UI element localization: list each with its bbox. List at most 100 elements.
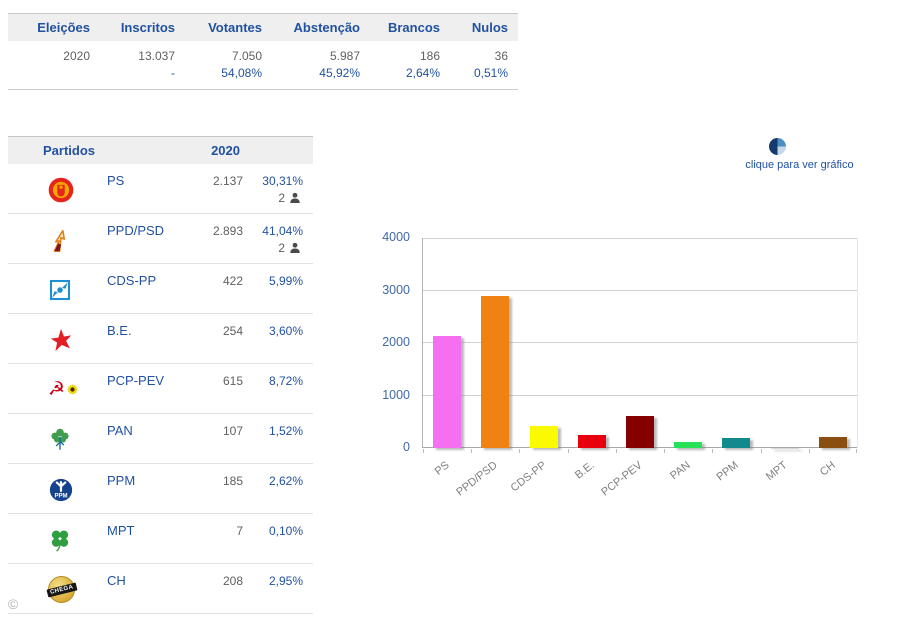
election-summary-table: Eleições Inscritos Votantes Abstenção Branco… [8, 13, 518, 90]
party-votes: 422 [222, 274, 243, 288]
x-axis-tick [519, 449, 521, 453]
party-row: PAN 107 1,52% [8, 414, 313, 464]
year-header: 2020 [211, 143, 240, 158]
party-percent: 3,60% [268, 324, 303, 338]
party-row: PS 2.137 30,31% 2 [8, 164, 313, 214]
x-axis-tick [567, 449, 569, 453]
summary-percent-cell: 2,64% [405, 66, 440, 80]
party-logo [8, 214, 78, 263]
summary-header-row: Eleições Inscritos Votantes Abstenção Branco… [8, 14, 518, 41]
y-tick-label: 1000 [382, 387, 410, 402]
x-axis-tick [760, 449, 762, 453]
party-results-table: Partidos 2020 PS 2.137 30,31% 2 PPD/PSD … [8, 136, 313, 614]
party-votes: 107 [222, 424, 243, 438]
party-logo [8, 514, 78, 563]
x-axis-tick [664, 449, 666, 453]
summary-value-cell: 5.987 [329, 49, 360, 63]
party-percent: 30,31% [262, 174, 303, 188]
party-name: B.E. [107, 323, 132, 338]
y-tick-label: 4000 [382, 230, 410, 244]
x-axis-tick [808, 449, 810, 453]
view-chart-label[interactable]: clique para ver gráfico [745, 159, 854, 171]
bar-PPD/PSD [481, 296, 510, 448]
party-mandates: 2 [278, 191, 301, 205]
party-votes: 615 [222, 374, 243, 388]
party-name: CDS-PP [107, 273, 157, 288]
x-tick-label: PAN [668, 459, 693, 483]
copyright-symbol: © [8, 596, 19, 612]
y-tick-label: 3000 [382, 282, 410, 297]
bar-CDS-PP [529, 425, 558, 448]
summary-percent-cell [8, 63, 90, 89]
svg-text:PPM: PPM [54, 493, 67, 499]
party-logo: ☭ [8, 364, 78, 413]
summary-value-cell: 2020 [63, 49, 90, 63]
party-percent: 5,99% [268, 274, 303, 288]
party-name: PCP-PEV [107, 373, 165, 388]
x-tick-label: CH [817, 459, 838, 479]
x-tick-label: MPT [763, 459, 790, 484]
party-row: CDS-PP 422 5,99% [8, 264, 313, 314]
gridline [423, 342, 857, 343]
chart-x-axis-labels: PS PPD/PSD CDS-PP B.E. PCP-PEV PAN PPM MPT CH [422, 448, 856, 498]
x-axis-tick [471, 449, 473, 453]
summary-value-cell: 13.037 [138, 49, 175, 63]
mandate-count: 2 [278, 191, 285, 205]
view-chart-link[interactable]: clique para ver gráfico [727, 138, 872, 171]
party-name: PS [107, 173, 125, 188]
bar-PPM [722, 438, 751, 448]
person-icon [290, 242, 300, 253]
mandate-count: 2 [278, 241, 285, 255]
party-name: PAN [107, 423, 133, 438]
gridline [423, 394, 857, 396]
party-votes: 7 [236, 524, 243, 538]
psd-logo [53, 229, 66, 252]
pie-chart-icon[interactable] [769, 138, 786, 155]
summary-value-cell: 186 [419, 49, 440, 63]
x-axis-tick [615, 449, 617, 453]
summary-header-cell: Votantes [208, 20, 262, 35]
party-percent: 2,95% [268, 574, 303, 588]
ppm-logo: PPM [49, 478, 73, 501]
party-name: CH [107, 573, 126, 588]
x-axis-tick [423, 449, 424, 453]
summary-values-row: 2020 13.037 7.050 5.987 186 36 [8, 41, 518, 63]
gridline [423, 289, 857, 291]
x-axis-tick [712, 449, 714, 453]
summary-header-cell: Eleições [37, 20, 90, 35]
chart-plot [422, 238, 858, 453]
summary-header-cell: Brancos [387, 20, 440, 35]
party-logo: PPM [8, 464, 78, 513]
party-mandates: 2 [278, 241, 301, 255]
party-logo [8, 264, 78, 313]
party-rows-container: PS 2.137 30,31% 2 PPD/PSD 2.893 41,04% 2… [8, 164, 313, 614]
summary-header-cell: Nulos [471, 20, 508, 35]
party-row: CHEGA CH 208 2,95% [8, 564, 313, 614]
x-tick-label: PPD/PSD [454, 459, 501, 499]
party-logo: CHEGA [8, 564, 78, 613]
party-row: PPD/PSD 2.893 41,04% 2 [8, 214, 313, 264]
mpt-logo [51, 530, 69, 552]
party-percent: 2,62% [268, 474, 303, 488]
party-votes: 2.893 [212, 224, 243, 238]
summary-percent-cell: 45,92% [319, 66, 360, 80]
bar-PAN [674, 442, 703, 448]
party-percent: 0,10% [268, 524, 303, 538]
party-votes: 2.137 [212, 174, 243, 188]
chart-y-axis-labels: 0 1000 2000 3000 4000 [370, 230, 410, 454]
x-axis-tick [856, 449, 857, 453]
party-name: MPT [107, 523, 135, 538]
x-tick-label: CDS-PP [508, 459, 549, 495]
summary-value-cell: 36 [494, 49, 508, 63]
party-votes: 254 [222, 324, 243, 338]
summary-header-cell: Inscritos [120, 20, 175, 35]
bar-PS [433, 335, 462, 448]
be-logo [50, 328, 72, 351]
party-row: B.E. 254 3,60% [8, 314, 313, 364]
party-row: ☭ PCP-PEV 615 8,72% [8, 364, 313, 414]
pev-sunflower-icon [67, 384, 78, 395]
pcp-hammer-sickle-icon: ☭ [48, 379, 66, 400]
ps-logo [48, 177, 74, 202]
bar-CH [818, 437, 847, 448]
